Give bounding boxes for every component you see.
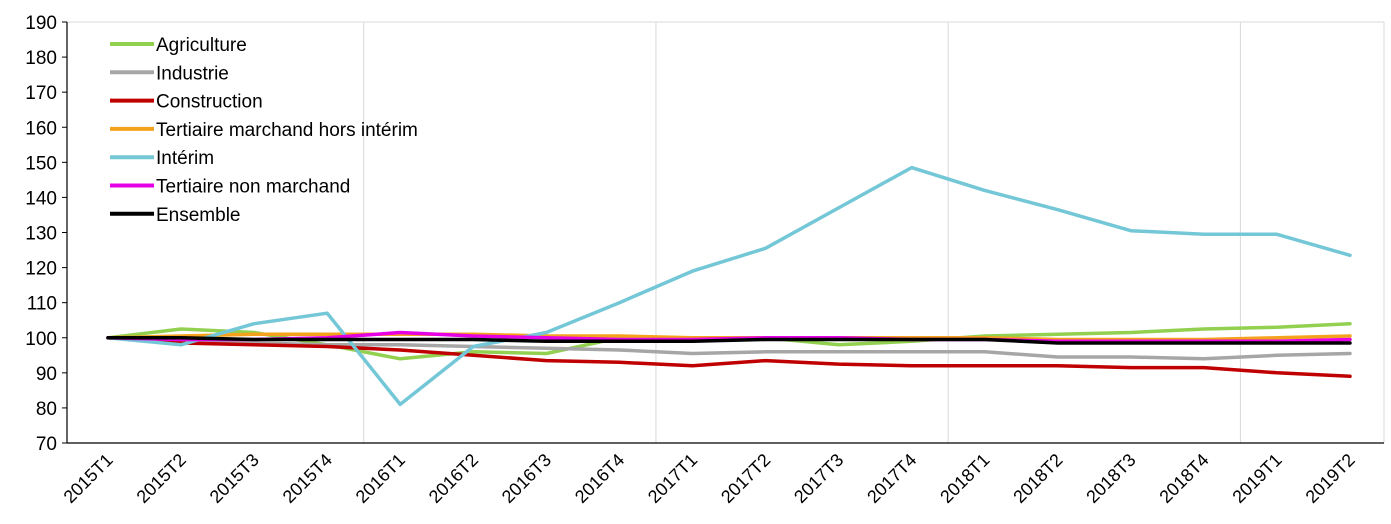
y-tick-label: 150 [25,153,57,174]
series-line-2 [106,336,1352,379]
x-tick-label: 2015T2 [133,450,190,507]
x-tick-label: 2019T1 [1228,450,1285,507]
x-tick-label: 2018T2 [1009,450,1066,507]
legend-label: Ensemble [156,205,241,226]
y-tick-label: 110 [27,294,57,315]
y-tick-label: 170 [25,83,57,104]
x-tick-label: 2017T3 [790,450,847,507]
x-tick-label: 2018T3 [1082,450,1139,507]
legend-label: Intérim [156,148,214,169]
legend-label: Tertiaire non marchand [156,177,350,198]
x-tick-label: 2019T2 [1302,450,1359,507]
legend-label: Agriculture [156,35,247,56]
y-tick-label: 140 [25,188,57,209]
series-lines [106,165,1352,407]
legend-label: Construction [156,92,263,113]
y-tick-label: 130 [25,224,57,245]
legend-label: Industrie [156,63,229,84]
y-tick-label: 120 [25,259,57,280]
y-tick-label: 190 [25,13,57,34]
x-tick-label: 2018T4 [1155,450,1212,507]
grid [66,21,1385,443]
y-tick-label: 180 [25,48,57,69]
x-tick-label: 2016T4 [571,450,628,507]
x-tick-label: 2015T1 [60,450,117,507]
y-tick-label: 90 [36,364,57,385]
x-tick-label: 2016T3 [498,450,555,507]
x-tick-label: 2017T4 [863,450,920,507]
y-tick-label: 70 [36,434,57,455]
y-tick-label: 80 [36,399,57,420]
y-tick-label: 100 [25,329,57,350]
legend: Agriculture Industrie Construction Tertiair… [110,35,418,226]
axes: 70 80 90 100 110 120 130 140 150 160 170 180 190 2015… [25,13,1384,507]
x-tick-label: 2016T2 [425,450,482,507]
x-tick-label: 2016T1 [352,450,409,507]
x-tick-label: 2015T4 [279,450,336,507]
legend-label: Tertiaire marchand hors intérim [156,120,418,141]
x-tick-label: 2017T1 [644,450,701,507]
x-tick-label: 2018T1 [936,450,993,507]
x-tick-label: 2017T2 [717,450,774,507]
series-line-6 [106,336,1352,345]
x-tick-label: 2015T3 [206,450,263,507]
y-tick-label: 160 [25,118,57,139]
series-line-4 [106,165,1352,407]
